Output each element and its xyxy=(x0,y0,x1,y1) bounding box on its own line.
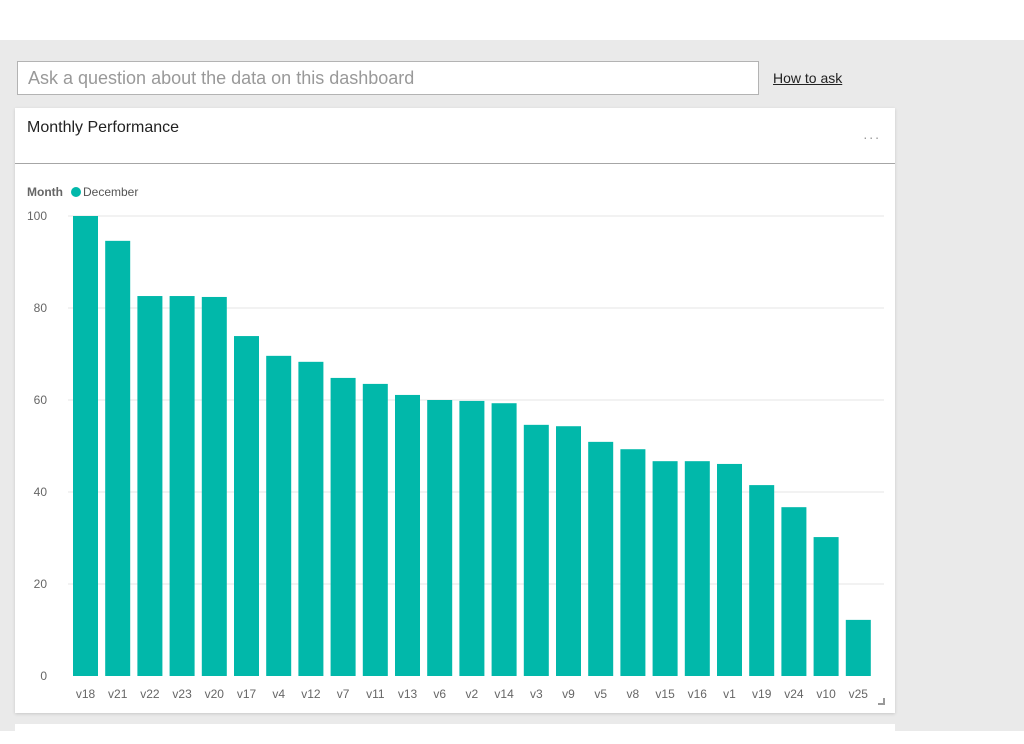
bar[interactable] xyxy=(362,383,388,676)
y-tick-label: 20 xyxy=(34,577,48,591)
bar[interactable] xyxy=(717,463,742,676)
bar[interactable] xyxy=(105,240,131,676)
more-options-icon[interactable]: ... xyxy=(863,126,881,142)
header-divider xyxy=(15,163,895,164)
x-tick-label: v12 xyxy=(301,687,321,701)
x-tick-label: v17 xyxy=(237,687,257,701)
x-tick-label: v6 xyxy=(433,687,446,701)
bar[interactable] xyxy=(73,216,98,676)
bar[interactable] xyxy=(427,400,453,676)
bar[interactable] xyxy=(620,449,646,676)
bar[interactable] xyxy=(845,619,871,676)
bar[interactable] xyxy=(266,355,292,676)
bar[interactable] xyxy=(330,377,356,676)
bar[interactable] xyxy=(684,461,710,676)
y-tick-label: 0 xyxy=(40,669,47,683)
x-tick-label: v7 xyxy=(337,687,350,701)
x-tick-label: v21 xyxy=(108,687,128,701)
next-tile xyxy=(15,724,895,744)
x-tick-label: v16 xyxy=(688,687,708,701)
x-tick-label: v11 xyxy=(366,687,385,701)
x-tick-label: v3 xyxy=(530,687,543,701)
qa-input[interactable]: Ask a question about the data on this da… xyxy=(17,61,759,95)
bar[interactable] xyxy=(459,400,485,676)
x-tick-label: v20 xyxy=(205,687,225,701)
bar[interactable] xyxy=(234,336,259,676)
bar[interactable] xyxy=(556,426,581,676)
bar[interactable] xyxy=(298,361,324,676)
bar[interactable] xyxy=(523,424,549,676)
legend-item[interactable]: December xyxy=(82,185,139,199)
legend-title: Month xyxy=(27,185,63,199)
bar-chart: 0 20 40 60 80 100 v18 v21 v22 v23 v20 v17 v4 v12 v7 v11… xyxy=(27,209,884,701)
x-tick-label: v13 xyxy=(398,687,418,701)
bar[interactable] xyxy=(652,461,678,676)
x-tick-label: v8 xyxy=(627,687,640,701)
bar[interactable] xyxy=(137,296,163,676)
bar[interactable] xyxy=(588,441,614,676)
x-tick-label: v23 xyxy=(172,687,192,701)
bar[interactable] xyxy=(813,537,839,676)
x-tick-label: v14 xyxy=(494,687,514,701)
bar[interactable] xyxy=(749,485,775,676)
x-tick-label: v10 xyxy=(816,687,836,701)
x-tick-label: v9 xyxy=(562,687,575,701)
bar[interactable] xyxy=(491,403,517,676)
legend: Month December xyxy=(27,185,138,199)
y-tick-label: 60 xyxy=(34,393,48,407)
legend-dot-icon xyxy=(70,187,81,197)
chart-tile[interactable]: Monthly Performance ... Month December 0… xyxy=(15,108,895,713)
bar[interactable] xyxy=(395,394,420,676)
y-tick-label: 100 xyxy=(27,209,47,223)
bar[interactable] xyxy=(169,296,195,676)
x-tick-label: v2 xyxy=(466,687,479,701)
how-to-ask-link[interactable]: How to ask xyxy=(773,70,843,86)
bar[interactable] xyxy=(781,507,807,676)
resize-handle-icon[interactable] xyxy=(878,698,885,705)
x-tick-label: v24 xyxy=(784,687,804,701)
x-tick-label: v1 xyxy=(723,687,736,701)
x-tick-label: v18 xyxy=(76,687,96,701)
bar[interactable] xyxy=(201,296,227,676)
y-tick-label: 40 xyxy=(34,485,48,499)
tile-title: Monthly Performance xyxy=(27,119,180,136)
x-tick-label: v19 xyxy=(752,687,772,701)
y-tick-label: 80 xyxy=(34,301,48,315)
x-tick-label: v5 xyxy=(594,687,607,701)
x-tick-label: v15 xyxy=(655,687,675,701)
x-tick-label: v22 xyxy=(140,687,160,701)
x-tick-label: v4 xyxy=(272,687,285,701)
x-tick-label: v25 xyxy=(849,687,869,701)
